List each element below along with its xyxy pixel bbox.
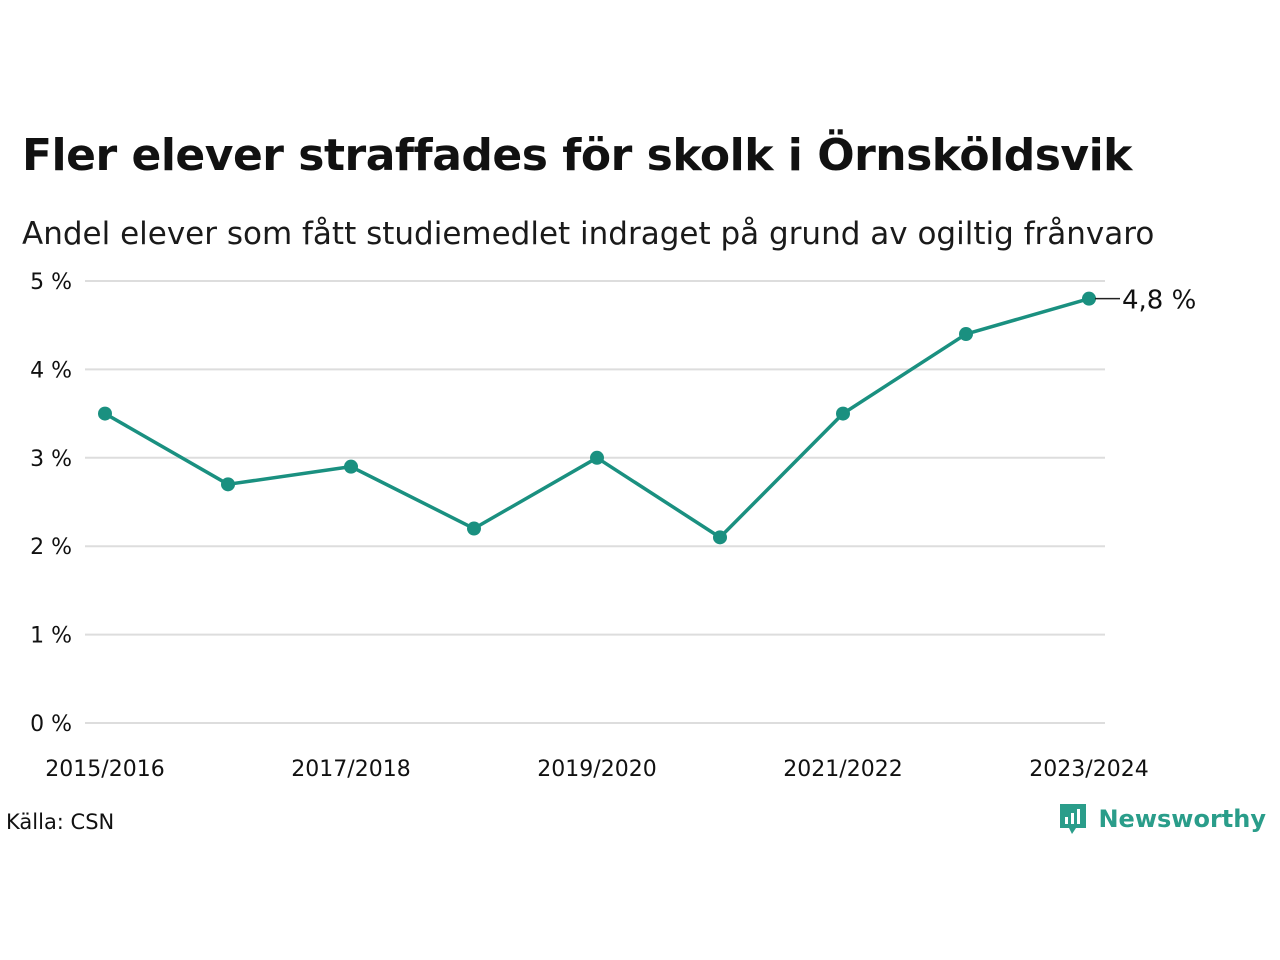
data-point: [713, 530, 727, 545]
y-tick-label: 5 %: [30, 270, 72, 295]
x-tick-label: 2021/2022: [783, 757, 902, 782]
data-point: [590, 450, 604, 465]
x-tick-label: 2023/2024: [1029, 757, 1148, 782]
x-tick-label: 2015/2016: [45, 757, 164, 782]
y-tick-label: 4 %: [30, 358, 72, 383]
x-axis-labels: 2015/2016 2017/2018 2019/2020 2021/2022 2023…: [45, 757, 1148, 782]
y-tick-label: 0 %: [30, 712, 72, 737]
data-point: [836, 406, 850, 421]
series-line: [104, 296, 1090, 540]
source-note: Källa: CSN: [6, 810, 115, 834]
data-point: [467, 521, 481, 536]
data-point: [959, 327, 973, 342]
chart-subtitle: Andel elever som fått studiemedlet indra…: [22, 216, 1155, 252]
brand-name: Newsworthy: [1098, 805, 1266, 833]
end-value-label: 4,8 %: [1122, 286, 1196, 316]
y-tick-label: 1 %: [30, 624, 72, 649]
grid-layer: [85, 280, 1105, 724]
y-axis-labels: 0 % 1 % 2 % 3 % 4 % 5 %: [30, 270, 72, 737]
x-tick-label: 2017/2018: [291, 757, 410, 782]
series-layer: [98, 291, 1096, 545]
data-point: [98, 406, 112, 421]
data-point: [221, 477, 235, 492]
data-point: [344, 459, 358, 474]
x-tick-label: 2019/2020: [537, 757, 656, 782]
chart-title: Fler elever straffades för skolk i Örnsk…: [22, 130, 1132, 181]
data-point: [1082, 291, 1096, 306]
y-tick-label: 3 %: [30, 447, 72, 472]
y-tick-label: 2 %: [30, 535, 72, 560]
brand-logo: Newsworthy: [1058, 802, 1266, 836]
newsworthy-logo-icon: [1060, 804, 1087, 834]
end-label-layer: 4,8 %: [1095, 286, 1196, 316]
